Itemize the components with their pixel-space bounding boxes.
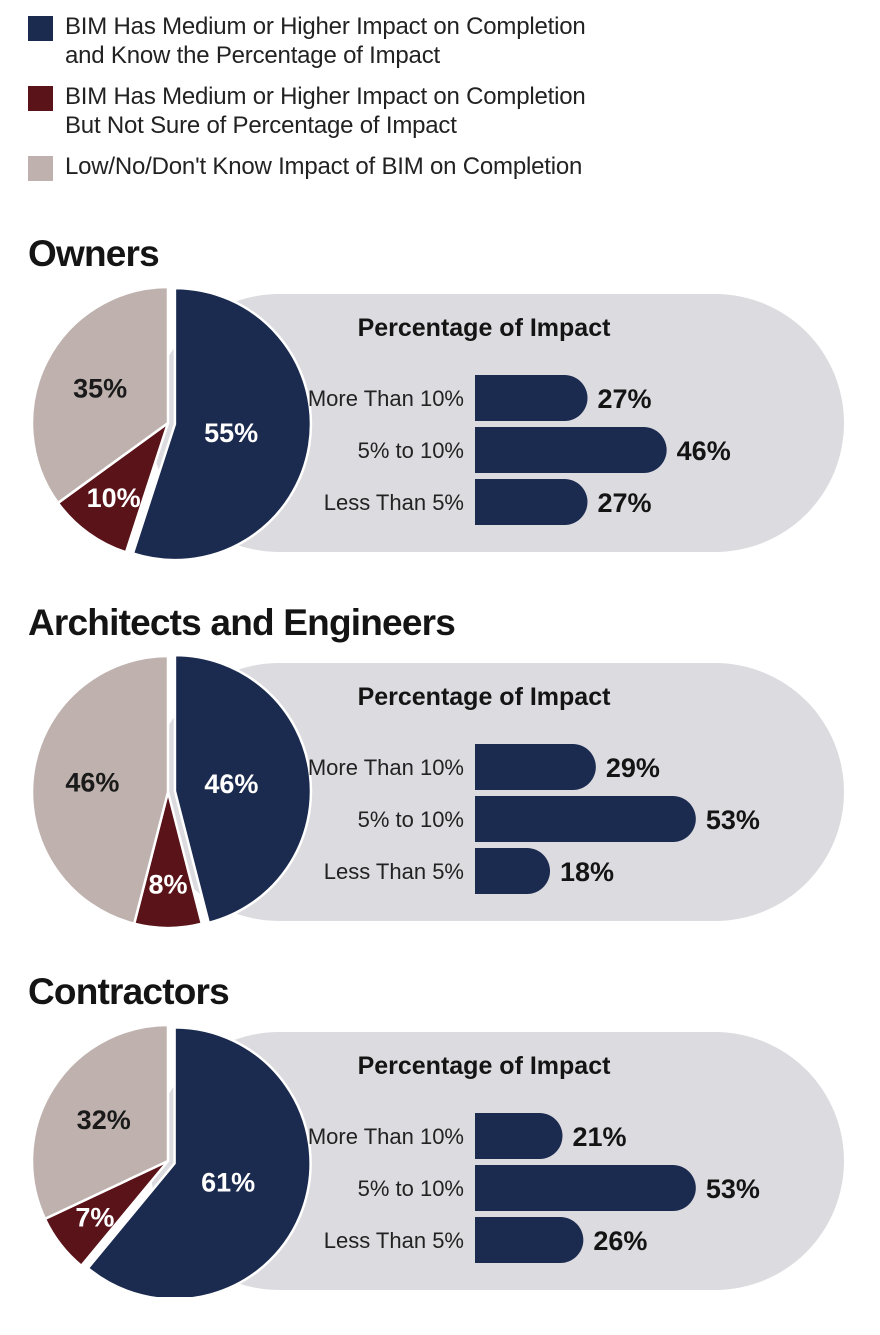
impact-value-label: 18% — [560, 857, 614, 887]
pie-label-unsure: 8% — [148, 870, 187, 900]
impact-value-label: 53% — [706, 1174, 760, 1204]
impact-bar — [475, 1113, 563, 1159]
impact-bar — [475, 744, 596, 790]
architects-engineers-chart: 46% 8% 46% Percentage of Impact More Than 10… — [30, 653, 844, 928]
legend-swatch-low — [28, 156, 53, 181]
impact-bar — [475, 375, 588, 421]
pie-chart: 46% 8% 46% — [30, 653, 313, 928]
impact-category-label: Less Than 5% — [324, 859, 464, 884]
impact-category-label: 5% to 10% — [358, 807, 464, 832]
impact-bar — [475, 1217, 584, 1263]
section-title: Architects and Engineers — [28, 602, 456, 643]
impact-chart-title: Percentage of Impact — [358, 1052, 612, 1080]
impact-bar-chart: More Than 10% 27% 5% to 10% 46% Less Than 5%… — [308, 375, 731, 525]
impact-chart-title: Percentage of Impact — [358, 314, 612, 342]
owners-chart: 55% 10% 35% Percentage of Impact More Than 1… — [30, 285, 844, 559]
legend-line: and Know the Percentage of Impact — [65, 42, 440, 69]
contractors-chart: 61% 7% 32% Percentage of Impact More Than 10… — [30, 1023, 844, 1297]
legend-line: Low/No/Don't Know Impact of BIM on Compl… — [65, 153, 583, 180]
impact-bar — [475, 1165, 696, 1211]
impact-chart-title: Percentage of Impact — [358, 683, 612, 711]
impact-category-label: 5% to 10% — [358, 438, 464, 463]
legend-item-low: Low/No/Don't Know Impact of BIM on Compl… — [28, 152, 848, 181]
impact-bar-chart: More Than 10% 29% 5% to 10% 53% Less Than 5%… — [308, 744, 760, 894]
section-contractors: Contractors 61% 7% 32% Percentage of Impact… — [0, 970, 880, 1300]
pie-label-unsure: 7% — [75, 1203, 114, 1233]
pie-label-low: 35% — [73, 373, 127, 403]
chart-legend: BIM Has Medium or Higher Impact on Compl… — [28, 12, 848, 193]
legend-line: But Not Sure of Percentage of Impact — [65, 112, 457, 139]
legend-text-unsure: BIM Has Medium or Higher Impact on Compl… — [65, 82, 586, 140]
impact-value-label: 27% — [598, 384, 652, 414]
impact-category-label: More Than 10% — [308, 386, 464, 411]
pie-label-low: 32% — [77, 1105, 131, 1135]
pie-slice-low — [30, 654, 170, 925]
section-title: Contractors — [28, 971, 230, 1012]
legend-swatch-known — [28, 16, 53, 41]
section-owners: Owners 55% 10% 35% Percentage of Impact More… — [0, 232, 880, 562]
legend-line: BIM Has Medium or Higher Impact on Compl… — [65, 83, 586, 110]
impact-bar — [475, 427, 667, 473]
pie-slice-known — [131, 286, 313, 559]
section-architects-engineers: Architects and Engineers 46% 8% 46% Percent… — [0, 601, 880, 931]
pie-slice-known — [173, 653, 313, 925]
legend-text-known: BIM Has Medium or Higher Impact on Compl… — [65, 12, 586, 70]
pie-chart: 61% 7% 32% — [30, 1023, 312, 1297]
legend-text-low: Low/No/Don't Know Impact of BIM on Compl… — [65, 152, 582, 181]
pie-slice-low — [30, 1023, 170, 1221]
pie-label-unsure: 10% — [87, 483, 141, 513]
impact-bar — [475, 479, 588, 525]
section-title: Owners — [28, 233, 160, 274]
impact-category-label: Less Than 5% — [324, 490, 464, 515]
pie-label-known: 46% — [204, 769, 258, 799]
impact-panel-background — [150, 294, 844, 552]
impact-value-label: 53% — [706, 805, 760, 835]
impact-panel-background — [150, 663, 844, 921]
impact-bar — [475, 796, 696, 842]
pie-chart: 55% 10% 35% — [30, 285, 313, 559]
legend-swatch-unsure — [28, 86, 53, 111]
impact-category-label: More Than 10% — [308, 1124, 464, 1149]
pie-slice-low — [30, 285, 170, 505]
legend-item-unsure: BIM Has Medium or Higher Impact on Compl… — [28, 82, 848, 140]
pie-slice-known — [86, 1026, 312, 1297]
pie-label-known: 61% — [201, 1168, 255, 1198]
impact-value-label: 27% — [598, 488, 652, 518]
impact-value-label: 21% — [573, 1122, 627, 1152]
legend-item-known: BIM Has Medium or Higher Impact on Compl… — [28, 12, 848, 70]
pie-label-known: 55% — [204, 418, 258, 448]
impact-category-label: Less Than 5% — [324, 1228, 464, 1253]
impact-category-label: 5% to 10% — [358, 1176, 464, 1201]
impact-value-label: 26% — [593, 1226, 647, 1256]
pie-slice-unsure — [56, 421, 170, 554]
legend-line: BIM Has Medium or Higher Impact on Compl… — [65, 13, 586, 40]
impact-panel-background — [150, 1032, 844, 1290]
impact-bar-chart: More Than 10% 21% 5% to 10% 53% Less Than 5%… — [308, 1113, 760, 1263]
impact-category-label: More Than 10% — [308, 755, 464, 780]
impact-value-label: 46% — [677, 436, 731, 466]
pie-label-low: 46% — [65, 768, 119, 798]
impact-bar — [475, 848, 550, 894]
impact-value-label: 29% — [606, 753, 660, 783]
